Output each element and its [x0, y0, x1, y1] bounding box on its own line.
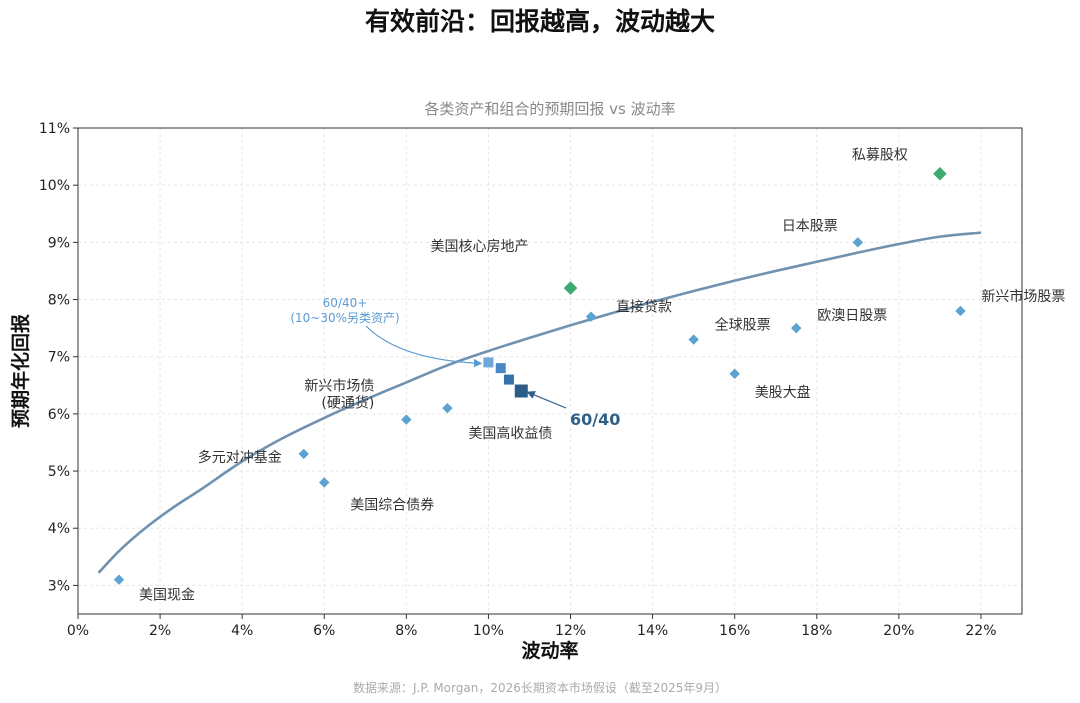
x-tick-label: 6%: [313, 623, 335, 639]
x-tick-label: 0%: [67, 623, 89, 639]
y-axis-label: 预期年化回报: [9, 314, 32, 428]
y-tick-label: 5%: [48, 464, 70, 480]
asset-marker: [442, 402, 453, 414]
asset-marker: [585, 311, 597, 322]
x-tick-label: 14%: [637, 623, 668, 639]
plot-frame: [77, 127, 1023, 615]
asset-label: 日本股票: [782, 218, 838, 234]
y-tick-label: 11%: [39, 121, 70, 137]
y-tick-label: 8%: [48, 293, 70, 309]
portfolio-marker: [514, 384, 528, 398]
annotation-arrow-6040: [526, 391, 567, 409]
asset-label: 新兴市场债(硬通货): [304, 378, 374, 412]
efficient-frontier-line: [97, 231, 982, 574]
x-tick-label: 4%: [231, 623, 253, 639]
annotation-6040-plus: 60/40+ (10~30%另类资产): [290, 296, 399, 325]
asset-marker: [319, 477, 330, 488]
y-tick-label: 7%: [48, 350, 70, 366]
portfolio-marker: [495, 363, 506, 374]
asset-label: 直接贷款: [616, 299, 672, 316]
x-tick-label: 22%: [965, 623, 996, 639]
x-axis-label: 波动率: [521, 639, 578, 662]
asset-marker: [791, 322, 802, 334]
annotation-6040: 60/40: [570, 410, 620, 429]
asset-label: 美国高收益债: [468, 425, 552, 442]
x-tick-label: 8%: [395, 623, 417, 639]
asset-marker: [852, 237, 864, 248]
portfolio-marker: [503, 374, 514, 385]
x-tick-label: 10%: [473, 623, 504, 639]
y-tick-label: 10%: [39, 178, 70, 194]
x-tick-label: 2%: [149, 623, 171, 639]
asset-marker: [955, 305, 966, 317]
asset-label: 全球股票: [715, 317, 771, 334]
asset-marker: [933, 166, 947, 181]
x-tick-label: 12%: [555, 623, 586, 639]
chart-title: 各类资产和组合的预期回报 vs 波动率: [424, 100, 675, 118]
asset-marker: [113, 574, 125, 585]
x-tick-label: 18%: [801, 623, 832, 639]
page-title: 有效前沿：回报越高，波动越大: [364, 7, 715, 36]
asset-label: 新兴市场股票: [981, 288, 1065, 305]
asset-label: 美国现金: [139, 588, 195, 604]
asset-marker: [298, 448, 309, 460]
asset-label: 私募股权: [852, 148, 908, 164]
y-tick-label: 3%: [48, 578, 70, 594]
y-tick-label: 4%: [48, 521, 70, 537]
asset-label: 多元对冲基金: [198, 449, 282, 466]
portfolio-marker: [483, 357, 494, 368]
asset-label: 美国核心房地产: [431, 239, 529, 255]
asset-label: 美股大盘: [755, 384, 811, 401]
asset-marker: [563, 281, 578, 295]
asset-label: 欧澳日股票: [817, 308, 887, 324]
asset-marker: [688, 334, 699, 345]
asset-label: 美国综合债券: [350, 497, 434, 513]
asset-marker: [729, 368, 740, 380]
annotation-arrow-6040-plus: [365, 325, 483, 368]
x-tick-label: 16%: [719, 623, 750, 639]
y-tick-label: 9%: [48, 235, 70, 251]
asset-marker: [401, 414, 412, 425]
source-note: 数据来源：J.P. Morgan，2026长期资本市场假设（截至2025年9月）: [352, 681, 728, 695]
y-tick-label: 6%: [48, 407, 70, 423]
x-tick-label: 20%: [883, 623, 914, 639]
